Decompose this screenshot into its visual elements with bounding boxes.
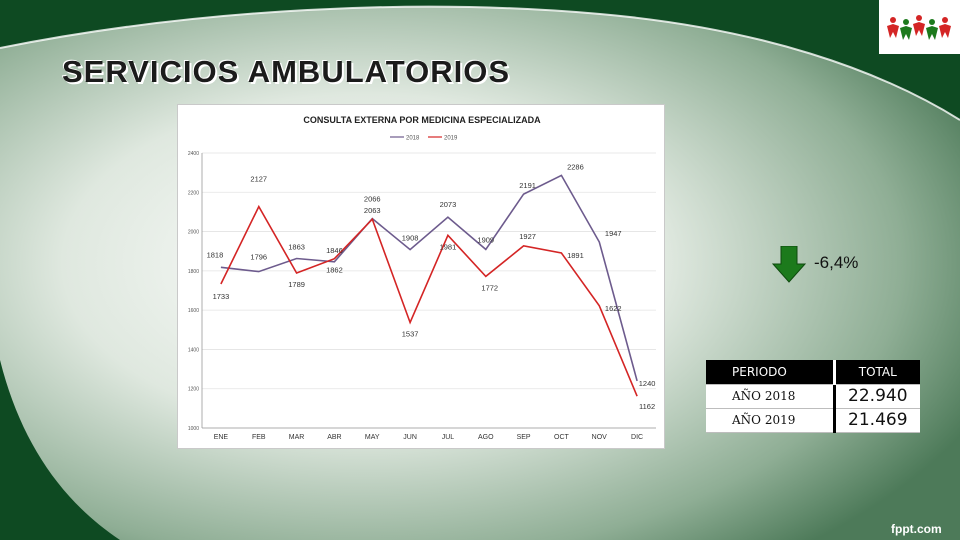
x-tick-label: ABR [327,434,341,441]
data-label: 2191 [519,181,536,190]
data-label: 1733 [213,292,230,301]
x-tick-label: MAR [289,434,305,441]
change-percentage: -6,4% [814,253,859,272]
series-lines [220,174,638,397]
data-label: 2063 [364,206,381,215]
x-tick-label: JUN [403,434,417,441]
x-tick-label: AGO [478,434,494,441]
row-total: 21.469 [832,408,920,433]
row-period: AÑO 2019 [706,408,835,433]
header-total: TOTAL [832,360,920,385]
data-label: 1846 [326,246,343,255]
x-tick-label: FEB [252,434,266,441]
x-tick-label: MAY [365,434,380,441]
page-title: SERVICIOS AMBULATORIOS [62,54,511,89]
data-label: 2066 [364,195,381,204]
data-label: 2127 [250,175,267,184]
data-label: 1789 [288,280,305,289]
data-label: 1818 [207,250,224,259]
arrow-down-icon [771,245,807,283]
y-tick-label: 1400 [188,347,199,353]
data-label: 2286 [567,162,584,171]
row-period: AÑO 2018 [706,384,835,409]
data-label: 1981 [440,242,457,251]
data-label: 1891 [567,251,584,260]
change-indicator [771,245,892,284]
x-tick-label: NOV [592,434,608,441]
data-label: 1537 [402,330,419,339]
legend-label-2019: 2019 [444,136,458,142]
y-tick-label: 2400 [188,151,199,157]
data-label: 1796 [250,253,267,262]
data-label: 1863 [288,242,305,251]
table-row: AÑO 2019 21.469 [706,408,920,433]
y-tick-label: 1200 [188,387,199,393]
y-tick-label: 1600 [188,308,199,314]
table-row: AÑO 2018 22.940 [706,384,920,409]
y-tick-label: 1000 [188,426,199,432]
chart-gridlines [201,152,656,429]
x-tick-label: OCT [554,434,570,441]
table-header-row: PERIODO TOTAL [706,360,920,385]
chart-legend: 2018 2019 [390,136,458,142]
series-line-2019 [220,204,638,397]
row-total: 22.940 [832,384,920,409]
chart-canvas: CONSULTA EXTERNA POR MEDICINA ESPECIALIZ… [188,115,656,441]
data-label: 1908 [402,234,419,243]
data-label: 1162 [639,402,655,411]
header-periodo: PERIODO [706,360,835,385]
data-label: 1622 [605,304,622,313]
data-label: 1927 [519,232,536,241]
y-tick-label: 1800 [188,269,199,275]
data-label: 1772 [481,283,498,292]
x-tick-label: DIC [631,434,643,441]
data-label: 1240 [639,379,656,388]
organization-logo [879,0,960,54]
chart-title: CONSULTA EXTERNA POR MEDICINA ESPECIALIZ… [303,115,541,125]
x-axis-ticks: ENE FEB MAR ABR MAY JUN JUL AGO SEP OCT NOV DIC [214,434,643,441]
summary-table: PERIODO TOTAL AÑO 2018 22.940 AÑO 2019 2… [706,360,920,433]
line-chart: CONSULTA EXTERNA POR MEDICINA ESPECIALIZ… [177,104,665,449]
footer-brand: fppt.com [891,522,942,536]
y-tick-label: 2000 [188,230,199,236]
data-label: 1862 [326,266,343,275]
x-tick-label: SEP [517,434,531,441]
data-labels: 1818 1796 1863 1846 2066 1908 2073 1909 2191 2286… [207,162,656,411]
data-label: 2073 [440,200,457,209]
y-tick-label: 2200 [188,190,199,196]
data-label: 1909 [477,235,494,244]
x-tick-label: JUL [442,434,455,441]
legend-label-2018: 2018 [406,136,420,142]
data-label: 1947 [605,229,622,238]
x-tick-label: ENE [214,434,229,441]
y-axis-ticks: 1000 1200 1400 1600 1800 2000 2200 2400 [188,151,199,432]
